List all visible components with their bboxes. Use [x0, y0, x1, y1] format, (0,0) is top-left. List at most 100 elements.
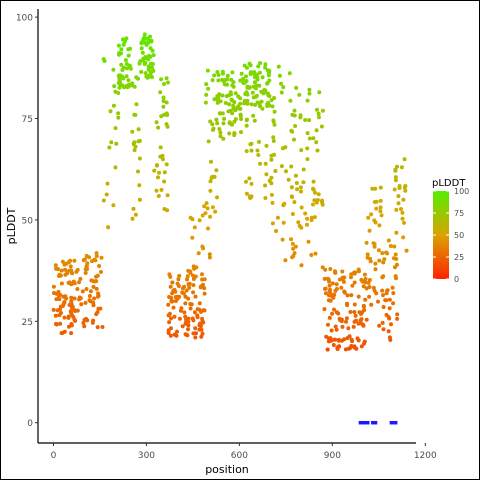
data-point [279, 81, 283, 86]
data-point [216, 73, 221, 77]
data-point [188, 306, 193, 311]
data-point [128, 65, 132, 69]
data-point [116, 115, 121, 120]
data-point [281, 203, 286, 208]
data-point [182, 310, 187, 315]
data-point [188, 302, 193, 306]
data-point [244, 74, 248, 79]
data-point [183, 301, 188, 306]
data-point [242, 63, 247, 68]
data-point [359, 277, 364, 282]
data-point [305, 222, 309, 227]
data-point [87, 294, 92, 298]
data-point [244, 179, 248, 184]
data-point [91, 318, 96, 323]
data-point [254, 83, 259, 88]
data-point [216, 95, 221, 100]
data-point [380, 320, 385, 325]
data-point [307, 136, 312, 141]
data-point [102, 59, 107, 63]
data-point [395, 316, 400, 321]
data-point [267, 103, 272, 108]
data-point [202, 277, 207, 282]
data-point [166, 80, 170, 85]
data-point [238, 101, 243, 106]
data-point [263, 196, 268, 200]
data-point [299, 148, 304, 153]
data-point [183, 294, 188, 299]
data-point [215, 100, 220, 105]
data-point [77, 280, 81, 285]
data-point [323, 291, 328, 296]
data-point [227, 102, 232, 107]
data-point [230, 83, 235, 88]
data-point [210, 205, 215, 210]
data-point [208, 188, 213, 193]
data-point [85, 261, 90, 266]
data-point [111, 103, 116, 108]
data-point [393, 265, 397, 270]
data-point [258, 161, 263, 166]
data-point [233, 108, 238, 113]
data-point [68, 264, 73, 269]
data-point [394, 276, 398, 281]
data-point [244, 123, 249, 128]
data-point [229, 77, 234, 82]
data-point [99, 270, 103, 274]
data-point [183, 314, 188, 319]
data-point [205, 206, 210, 211]
data-point [190, 235, 195, 240]
data-point [326, 278, 331, 282]
data-point [251, 113, 256, 118]
data-point [83, 300, 88, 305]
data-point [336, 338, 341, 343]
data-point [54, 266, 58, 271]
data-point [298, 185, 303, 190]
data-point [164, 100, 169, 105]
data-point [305, 216, 310, 221]
data-point [221, 79, 226, 84]
data-point [241, 77, 246, 81]
data-point [187, 281, 192, 286]
data-point [126, 78, 131, 83]
data-point [385, 251, 390, 256]
data-point [130, 216, 135, 221]
data-point [203, 211, 208, 216]
data-point [210, 78, 215, 83]
data-point [239, 130, 243, 135]
data-point [324, 334, 329, 339]
data-point [386, 238, 391, 243]
data-point [140, 50, 145, 55]
data-point [273, 169, 278, 173]
data-point [210, 122, 215, 127]
data-point [81, 320, 86, 325]
data-point [197, 307, 202, 312]
data-point [399, 165, 404, 170]
data-point [227, 121, 232, 126]
data-point [191, 264, 196, 269]
data-point [247, 176, 252, 181]
data-point [69, 295, 74, 300]
data-point [372, 288, 377, 293]
data-point [83, 257, 87, 262]
data-point [75, 267, 80, 272]
data-point [269, 192, 274, 197]
data-point [384, 291, 389, 296]
data-point [161, 95, 166, 100]
data-point [147, 38, 152, 43]
data-point [196, 251, 201, 256]
data-point [391, 301, 396, 306]
data-point [244, 79, 249, 83]
y-tick-label: 0 [27, 419, 33, 429]
data-point [280, 237, 285, 242]
data-point [137, 156, 142, 161]
data-point [263, 62, 268, 67]
data-point [99, 255, 104, 260]
data-point [224, 94, 229, 99]
legend-tick-label: 0 [454, 275, 459, 284]
data-point [200, 331, 205, 336]
data-point [204, 201, 209, 206]
data-point [305, 157, 310, 162]
data-point [381, 327, 386, 332]
